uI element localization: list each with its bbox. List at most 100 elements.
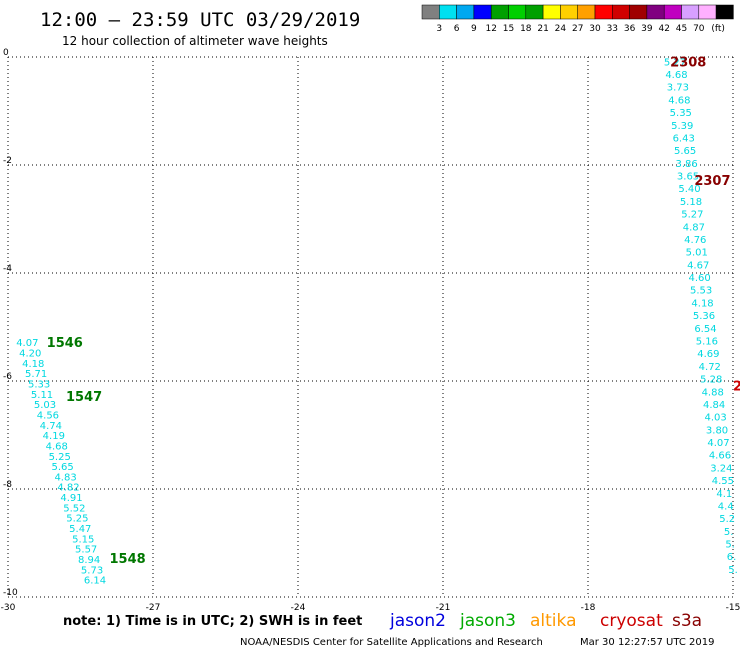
legend-tick-label: 39: [641, 24, 653, 34]
x-tick-label: -30: [1, 603, 16, 613]
wave-height-label: 5.18: [680, 197, 702, 208]
legend-tick-label: 15: [503, 24, 514, 34]
wave-height-label: 4.88: [702, 387, 724, 398]
wave-height-label: 4.55: [712, 476, 734, 487]
wave-height-label: 6.14: [84, 576, 106, 587]
wave-height-label: 4.1: [716, 489, 732, 500]
wave-height-label: 4.07: [707, 438, 729, 449]
x-tick-label: -24: [291, 603, 306, 613]
wave-height-label: 5.2: [719, 514, 735, 525]
wave-height-label: 5.65: [674, 146, 696, 157]
footer-timestamp: Mar 30 12:27:57 UTC 2019: [580, 637, 715, 648]
x-tick-label: -27: [146, 603, 161, 613]
legend-swatch: [594, 4, 613, 20]
wave-height-label: 4.74: [40, 421, 62, 432]
wave-height-label: 4.18: [22, 359, 44, 370]
wave-height-label: 4.72: [699, 362, 721, 373]
wave-height-label: 3.80: [706, 425, 728, 436]
legend-tick-label: 70: [693, 24, 705, 34]
wave-height-label: 4.60: [689, 273, 711, 284]
y-tick-label: 0: [3, 48, 9, 58]
wave-height-label: 5.: [728, 565, 738, 576]
y-tick-label: -10: [3, 588, 18, 598]
wave-height-label: 3.86: [675, 159, 697, 170]
legend-swatch: [473, 4, 492, 20]
legend-swatch: [542, 4, 561, 20]
legend-tick-label: 6: [454, 24, 460, 34]
legend-tick-label: 18: [520, 24, 532, 34]
legend-swatch: [612, 4, 630, 20]
wave-height-label: 5.53: [690, 286, 712, 297]
legend-swatch: [577, 4, 596, 20]
legend-tick-label: 21: [537, 24, 548, 34]
wave-height-label: 8.94: [78, 555, 100, 566]
wave-height-label: 5.39: [671, 121, 693, 132]
wave-height-label: 4.69: [697, 349, 719, 360]
wave-height-label: 4.83: [54, 472, 76, 483]
page-subtitle: 12 hour collection of altimeter wave hei…: [62, 34, 328, 48]
legend-swatch: [646, 4, 665, 20]
wave-height-label: 5.33: [28, 379, 50, 390]
legend-swatch: [560, 4, 578, 20]
wave-height-label: 5.57: [75, 545, 97, 556]
wave-height-label: 4.68: [668, 95, 690, 106]
wave-height-label: 5.25: [49, 452, 71, 463]
wave-height-label: 4.82: [57, 483, 79, 494]
legend-swatch: [681, 4, 700, 20]
wave-height-label: 6.: [727, 552, 737, 563]
wave-height-label: 5.: [725, 540, 735, 551]
legend-swatch: [629, 4, 648, 20]
pass-time-label: 1548: [110, 552, 146, 567]
wave-height-label: 5.03: [34, 400, 56, 411]
legend-swatch: [439, 4, 457, 20]
wave-height-label: 5.52: [63, 503, 85, 514]
x-tick-label: -18: [581, 603, 596, 613]
wave-height-label: 4.67: [687, 260, 709, 271]
y-tick-label: -8: [3, 480, 12, 490]
footer-credit: NOAA/NESDIS Center for Satellite Applica…: [240, 637, 543, 648]
wave-height-label: 4.87: [683, 222, 705, 233]
wave-height-label: 5.40: [678, 184, 700, 195]
satellite-name-s3a: s3a: [672, 611, 702, 631]
wave-height-label: 3.24: [710, 463, 732, 474]
page-title: 12:00 – 23:59 UTC 03/29/2019: [40, 9, 360, 31]
wave-height-label: 5.25: [66, 514, 88, 525]
x-tick-label: -15: [726, 603, 740, 613]
wave-height-label: 4.84: [703, 400, 725, 411]
pass-time-label: 2: [733, 379, 740, 394]
color-legend: 3 6 9 12 15 18 21 24 27 30 33 36 39 42 45 70 (ft): [421, 4, 734, 34]
plot-grid: -30 -27 -24 -21 -18 -15 0 -2 -4 -6 -8 -10: [1, 48, 740, 613]
wave-height-label: 4.91: [60, 493, 82, 504]
legend-unit: (ft): [711, 24, 725, 34]
legend-tick-label: 24: [555, 24, 567, 34]
wave-height-label: 5.27: [664, 57, 686, 68]
wave-height-label: 4.4: [718, 501, 734, 512]
wave-height-label: 5.16: [696, 337, 718, 348]
y-tick-label: -6: [3, 372, 12, 382]
wave-height-label: 4.76: [684, 235, 706, 246]
legend-tick-label: 9: [471, 24, 477, 34]
wave-height-label: 4.56: [37, 410, 59, 421]
wave-height-label: 4.07: [16, 338, 38, 349]
wave-height-label: 5.15: [72, 534, 94, 545]
legend-swatch: [456, 4, 475, 20]
wave-height-label: 4.18: [691, 298, 713, 309]
pass-time-label: 1547: [66, 390, 102, 405]
wave-height-label: 5.28: [700, 375, 722, 386]
legend-tick-label: 27: [572, 24, 583, 34]
wave-height-label: 4.20: [19, 348, 41, 359]
pass-time-label: 1546: [47, 336, 83, 351]
wave-height-label: 4.68: [46, 441, 68, 452]
legend-swatch: [490, 4, 509, 20]
y-tick-label: -2: [3, 156, 12, 166]
satellite-legend: jason2 jason3 altika cryosat s3a: [389, 611, 702, 631]
legend-swatch: [663, 4, 682, 20]
legend-tick-label: 42: [658, 24, 669, 34]
satellite-name-jason2: jason2: [389, 611, 446, 631]
legend-swatch: [508, 4, 527, 20]
footer-note: note: 1) Time is in UTC; 2) SWH is in fe…: [63, 614, 362, 629]
legend-swatch: [525, 4, 544, 20]
wave-height-label: 5.11: [31, 390, 53, 401]
wave-height-label: 6.43: [673, 133, 695, 144]
